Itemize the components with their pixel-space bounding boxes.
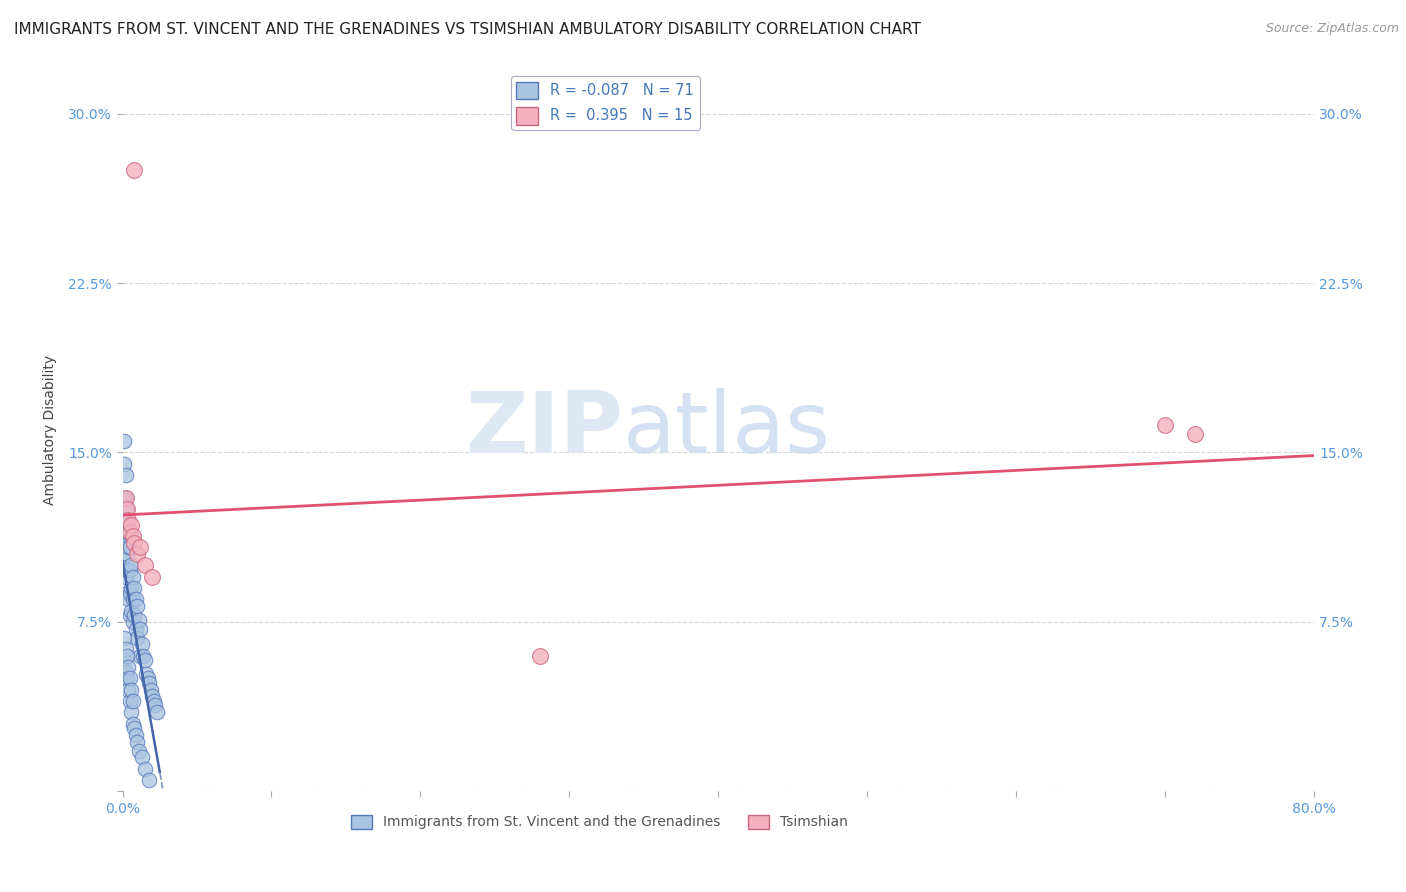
Point [1184,427,1206,442]
Point [120,604,142,618]
Point [115,671,138,685]
Point [112,434,135,449]
Point [114,468,136,483]
Point [122,592,145,607]
Point [134,653,156,667]
Point [139,682,162,697]
Point [118,563,141,577]
Point [129,648,152,663]
Point [117,660,139,674]
Point [120,558,142,573]
Point [117,682,139,697]
Point [117,592,139,607]
Point [115,648,138,663]
Point [127,734,149,748]
Point [112,653,135,667]
Point [115,502,138,516]
Point [1154,418,1177,433]
Point [122,694,145,708]
Point [124,163,146,178]
Point [120,581,142,595]
Point [115,547,138,561]
Point [118,541,141,555]
Point [117,541,139,555]
Point [117,513,139,527]
Point [135,666,157,681]
Point [122,615,145,629]
Point [127,547,149,561]
Point [114,642,136,657]
Text: atlas: atlas [623,388,831,471]
Text: ZIP: ZIP [465,388,623,471]
Point [128,743,150,757]
Point [122,529,145,543]
Point [131,637,153,651]
Point [120,705,142,719]
Text: Source: ZipAtlas.com: Source: ZipAtlas.com [1265,22,1399,36]
Legend: Immigrants from St. Vincent and the Grenadines, Tsimshian: Immigrants from St. Vincent and the Gren… [344,809,853,835]
Point [115,563,138,577]
Point [138,676,160,690]
Point [125,592,148,607]
Point [129,541,152,555]
Point [115,585,138,599]
Point [120,517,142,532]
Point [118,585,141,599]
Point [529,648,551,663]
Point [112,631,135,645]
Point [136,671,159,685]
Point [114,536,136,550]
Point [143,698,166,713]
Point [122,570,145,584]
Point [118,608,141,623]
Point [112,491,135,505]
Point [134,558,156,573]
Point [112,536,135,550]
Point [146,705,169,719]
Point [114,491,136,505]
Point [112,457,135,471]
Point [124,536,146,550]
Point [118,524,141,539]
Point [132,648,155,663]
Point [117,563,139,577]
Point [124,608,146,623]
Point [134,762,156,776]
Point [117,524,139,539]
Point [114,570,136,584]
Point [122,716,145,731]
Point [118,671,141,685]
Point [142,694,165,708]
Point [124,581,146,595]
Point [128,613,150,627]
Point [114,665,136,679]
Y-axis label: Ambulatory Disability: Ambulatory Disability [44,355,58,505]
Point [114,547,136,561]
Point [141,570,163,584]
Point [115,502,138,516]
Point [127,599,149,613]
Point [141,690,163,704]
Point [127,631,149,645]
Point [114,513,136,527]
Point [125,622,148,636]
Point [125,728,148,742]
Point [129,622,152,636]
Point [120,682,142,697]
Text: IMMIGRANTS FROM ST. VINCENT AND THE GRENADINES VS TSIMSHIAN AMBULATORY DISABILIT: IMMIGRANTS FROM ST. VINCENT AND THE GREN… [14,22,921,37]
Point [124,721,146,735]
Point [115,524,138,539]
Point [118,694,141,708]
Point [131,750,153,764]
Point [138,772,160,787]
Point [114,491,136,505]
Point [112,513,135,527]
